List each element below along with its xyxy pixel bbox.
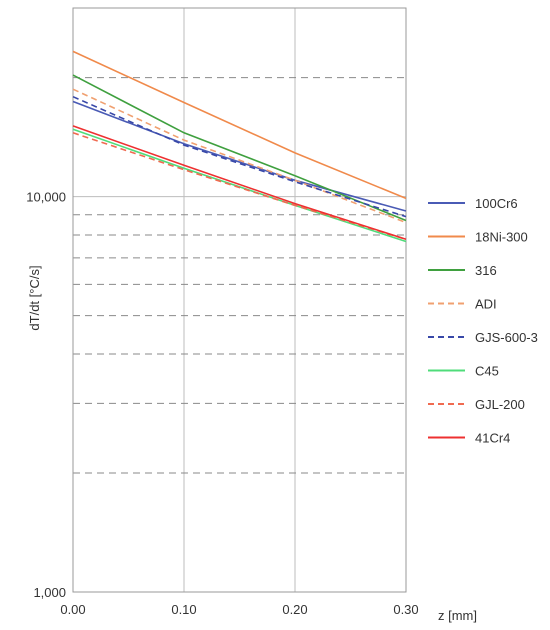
y-tick-label: 10,000 [26,190,66,205]
legend-label: GJL-200 [475,397,525,412]
legend-label: 316 [475,263,497,278]
series-group [72,50,407,243]
legend-label: ADI [475,297,497,312]
legend-label: C45 [475,364,499,379]
x-tick-label: 0.10 [171,602,196,617]
series-line-GJL-200 [72,132,407,241]
x-tick-label: 0.20 [282,602,307,617]
x-tick-label: 0.30 [393,602,418,617]
series-line-100Cr6 [72,100,407,212]
y-tick-label: 1,000 [33,585,66,600]
y-axis-ticks: 1,000 10,000 [26,190,66,600]
series-line-316 [72,74,407,222]
series-line-41Cr4 [72,125,407,241]
y-axis-title: dT/dt [°C/s] [27,265,42,330]
x-axis-title: z [mm] [438,608,477,623]
series-line-GJS-600-3 [72,95,407,218]
legend-label: GJS-600-3 [475,330,538,345]
legend: 100Cr6 18Ni-300 316 ADI GJS-600-3 C45 GJL-200 4… [428,196,538,446]
x-tick-label: 0.00 [60,602,85,617]
legend-label: 100Cr6 [475,196,518,211]
legend-label: 41Cr4 [475,431,510,446]
series-line-18Ni-300 [72,50,407,200]
x-axis-ticks: 0.00 0.10 0.20 0.30 [60,602,418,617]
series-line-ADI [72,88,407,224]
grid [73,8,406,592]
plot-frame [72,7,407,593]
legend-label: 18Ni-300 [475,230,528,245]
